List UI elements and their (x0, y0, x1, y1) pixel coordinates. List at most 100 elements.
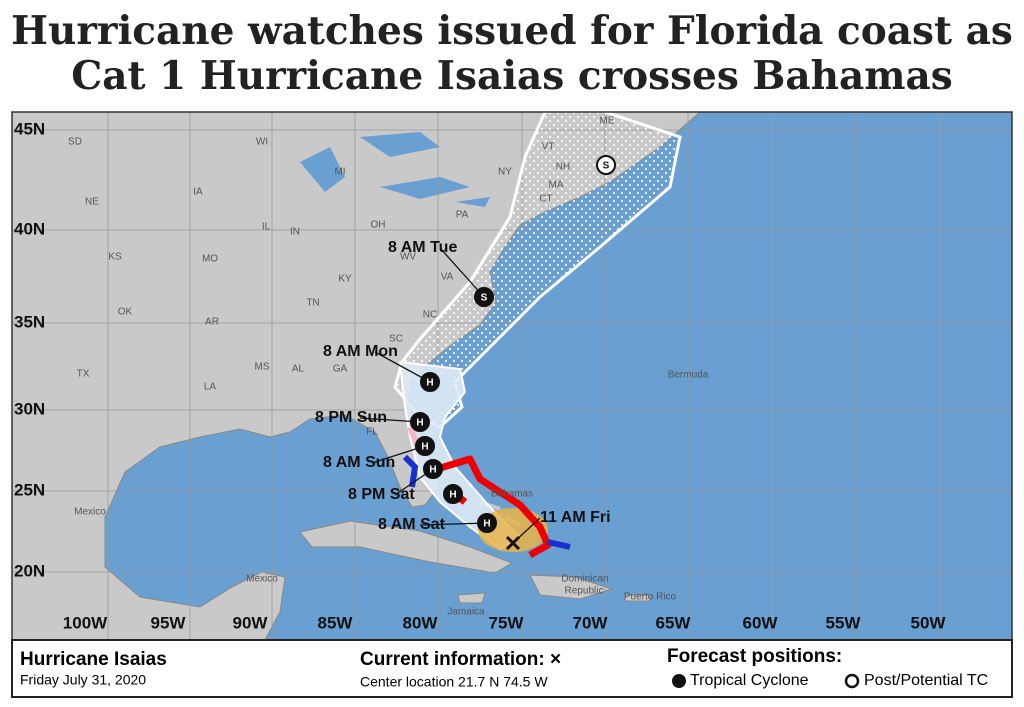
longitude-label: 90W (233, 613, 269, 632)
region-label: Puerto Rico (624, 592, 677, 603)
longitude-label: 70W (573, 613, 609, 632)
region-label: IN (290, 227, 300, 238)
tropical-cyclone-icon (672, 674, 686, 688)
region-label: TN (306, 298, 319, 309)
great-lakes (300, 132, 490, 207)
storm-name: Hurricane Isaias (20, 649, 167, 670)
hurricane-map: S S H H H H H H 45N 40N 35N 30N 25N 20N 100W 95W 90W 85W… (11, 107, 1013, 698)
forecast-cone (393, 107, 682, 429)
region-label: MO (202, 254, 218, 265)
region-label: NY (498, 167, 512, 178)
region-label: VT (542, 142, 555, 153)
forecast-marker (420, 372, 440, 392)
forecast-marker (474, 287, 494, 307)
region-label: IL (262, 222, 271, 233)
longitude-label: 60W (743, 613, 779, 632)
region-label: CT (539, 194, 552, 205)
region-label: OH (371, 220, 386, 231)
post-potential-label: Post/Potential TC (864, 672, 988, 689)
forecast-time-label: 8 AM Tue (388, 239, 457, 256)
longitude-label: 100W (63, 613, 108, 632)
region-label: PA (456, 210, 469, 221)
region-label: SC (389, 334, 403, 345)
forecast-time-label: 8 PM Sun (315, 409, 387, 426)
forecast-marker (410, 412, 430, 432)
region-label: MA (549, 180, 564, 191)
region-label: IA (193, 187, 203, 198)
cuba (299, 520, 514, 574)
legend-panel (11, 639, 1013, 698)
region-label: NC (423, 310, 437, 321)
region-label: WV (400, 252, 416, 263)
longitude-label: 55W (826, 613, 862, 632)
region-label: Dominican (561, 574, 608, 585)
forecast-marker-letter: S (603, 161, 610, 172)
region-label: KY (338, 274, 352, 285)
forecast-time-label: 8 AM Mon (323, 343, 398, 360)
region-label: OK (118, 307, 133, 318)
latitude-label: 45N (14, 119, 45, 138)
forecast-marker (423, 459, 443, 479)
region-label: GA (333, 364, 348, 375)
region-label: Bermuda (668, 370, 709, 381)
region-label: AL (292, 364, 305, 375)
region-label: NH (556, 162, 570, 173)
region-label: ME (600, 116, 615, 127)
region-label: MI (334, 167, 345, 178)
latitude-label: 30N (14, 399, 45, 418)
center-location: Center location 21.7 N 74.5 W (360, 674, 548, 690)
latitude-label: 20N (14, 561, 45, 580)
forecast-marker (415, 436, 435, 456)
forecast-time-label: 8 AM Sat (378, 516, 446, 533)
forecast-marker-letter: H (421, 442, 428, 453)
current-position (505, 535, 521, 551)
region-label: SD (68, 137, 82, 148)
forecast-heading: Forecast positions: (667, 646, 842, 667)
region-label: Jamaica (447, 607, 485, 618)
tropical-storm-watch (402, 454, 571, 550)
region-label: Mexico (74, 507, 106, 518)
islands (457, 592, 651, 604)
headline-line: Cat 1 Hurricane Isaias crosses Bahamas (71, 53, 953, 99)
hispaniola (529, 574, 614, 600)
region-label: LA (204, 382, 217, 393)
region-label: Republic (565, 586, 604, 597)
longitude-label: 65W (656, 613, 692, 632)
latitude-label: 35N (14, 312, 45, 331)
longitude-label: 95W (151, 613, 187, 632)
forecast-time-label: 8 AM Sun (323, 454, 395, 471)
forecast-marker (443, 484, 463, 504)
headline-line: Hurricane watches issued for Florida coa… (11, 8, 1013, 54)
longitude-label: 85W (318, 613, 354, 632)
region-label: WI (256, 137, 268, 148)
region-label: Mexico (246, 574, 278, 585)
current-heading: Current information: × (360, 649, 561, 670)
latitude-label: 25N (14, 480, 45, 499)
forecast-marker-letter: H (426, 378, 433, 389)
region-label: VA (441, 272, 454, 283)
latitude-label: 40N (14, 219, 45, 238)
region-label: MS (255, 362, 270, 373)
region-label: KS (108, 252, 122, 263)
post-potential-icon (844, 673, 860, 689)
forecast-marker (477, 513, 497, 533)
forecast-time-label: 11 AM Fri (540, 509, 611, 526)
forecast-marker-letter: S (481, 293, 488, 304)
region-label: Bahamas (491, 489, 533, 500)
forecast-marker (596, 155, 616, 175)
region-label: TX (77, 369, 90, 380)
tropical-cyclone-label: Tropical Cyclone (690, 672, 809, 689)
advisory-date: Friday July 31, 2020 (20, 672, 146, 688)
longitude-label: 80W (403, 613, 439, 632)
longitude-label: 75W (489, 613, 525, 632)
longitude-label: 50W (911, 613, 947, 632)
forecast-marker-letter: H (429, 465, 436, 476)
forecast-marker-letter: H (416, 418, 423, 429)
forecast-time-label: 8 PM Sat (348, 486, 415, 503)
forecast-marker-letter: H (483, 519, 490, 530)
region-label: FL (366, 427, 378, 438)
region-label: NE (85, 197, 99, 208)
region-label: AR (205, 317, 219, 328)
forecast-marker-letter: H (449, 490, 456, 501)
